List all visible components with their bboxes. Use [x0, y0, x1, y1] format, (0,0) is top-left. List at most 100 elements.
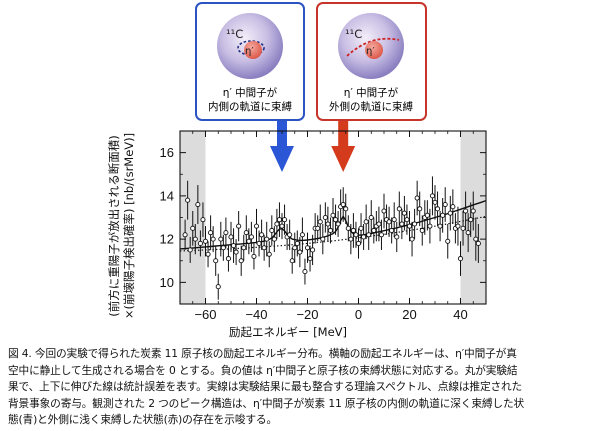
data-marker	[457, 256, 464, 262]
data-marker	[468, 217, 474, 223]
data-marker	[361, 234, 367, 240]
inner-box-line2: 内側の軌道に束縛	[208, 100, 292, 113]
data-point	[315, 215, 321, 242]
data-point	[185, 180, 191, 220]
data-marker	[264, 236, 270, 242]
data-marker	[241, 245, 247, 251]
data-marker	[297, 249, 303, 255]
data-point	[182, 219, 188, 250]
data-marker	[350, 227, 356, 234]
data-point	[401, 195, 407, 231]
data-marker	[315, 225, 321, 231]
data-marker	[391, 217, 397, 223]
data-point	[381, 193, 387, 229]
data-marker	[325, 221, 331, 227]
data-point	[223, 217, 229, 248]
data-marker	[450, 204, 456, 210]
data-marker	[317, 219, 323, 225]
data-marker	[276, 217, 283, 223]
data-point	[470, 191, 476, 231]
data-point	[427, 208, 433, 244]
data-point	[343, 193, 349, 224]
data-marker	[289, 258, 295, 264]
data-point	[429, 176, 436, 216]
data-point	[389, 217, 395, 244]
data-point	[383, 204, 390, 235]
caption-line: 空中に静止して生成される場合を 0 とする。負の値は η′中間子と原子核の束縛状…	[8, 363, 518, 377]
data-point	[378, 219, 385, 250]
data-marker	[399, 221, 405, 227]
data-marker	[223, 230, 229, 236]
data-marker	[225, 256, 231, 262]
data-marker	[210, 236, 216, 242]
data-point	[200, 202, 206, 237]
figure: ¹¹C η′ η′ 中間子が 内側の軌道に束縛 ¹¹C η′ η′ 中間子が 外…	[107, 2, 487, 339]
data-marker	[269, 227, 275, 234]
x-tick-label: −60	[194, 307, 216, 322]
y-axis-title: (前方に重陽子が放出される断面積) ×(崩壊陽子検出確率) [nb/(srMeV…	[107, 133, 136, 319]
x-tick-label: 20	[402, 307, 416, 322]
data-marker	[185, 197, 191, 203]
meson-label: η′	[245, 46, 254, 57]
data-point	[302, 258, 308, 285]
data-marker	[248, 234, 254, 240]
data-marker	[419, 227, 425, 234]
data-marker	[455, 223, 461, 229]
data-point	[233, 239, 239, 266]
data-marker	[200, 217, 206, 223]
data-point	[335, 211, 341, 237]
data-point	[437, 211, 443, 242]
caption-line: 果で、上下に伸びた線は統計誤差を表す。実線は実験結果に最も整合する理論スペクトル…	[8, 380, 523, 394]
data-marker	[475, 240, 481, 246]
axis-ticks: −60 −40 −20 0 20 40 10 12 14 16	[160, 130, 487, 322]
data-marker	[345, 225, 351, 231]
data-marker	[406, 223, 413, 229]
data-marker	[434, 206, 441, 212]
data-point	[228, 221, 234, 253]
y-axis-title-line2: ×(崩壊陽子検出確率) [nb/(srMeV)]	[122, 133, 136, 319]
data-marker	[343, 206, 349, 212]
data-point	[457, 241, 464, 276]
nucleus-label: ¹¹C	[226, 27, 243, 41]
data-marker	[266, 251, 272, 257]
x-axis-title: 励起エネルギー [MeV]	[229, 325, 347, 339]
data-point	[299, 217, 305, 253]
data-point	[248, 221, 254, 253]
data-point	[432, 185, 438, 220]
data-point	[281, 204, 288, 235]
data-marker	[228, 234, 234, 240]
data-marker	[279, 223, 285, 229]
data-point	[253, 208, 260, 244]
data-point	[210, 226, 216, 253]
data-marker	[424, 212, 430, 218]
data-marker	[251, 253, 257, 259]
data-point	[450, 189, 456, 224]
peak-arrows	[270, 121, 356, 172]
caption-line: 態(青)と外側に浅く束縛した状態(赤)の存在を示唆する。	[8, 413, 277, 427]
data-marker	[409, 236, 415, 242]
data-point	[187, 236, 193, 263]
data-point	[394, 221, 400, 253]
data-point	[279, 213, 285, 240]
data-marker	[259, 232, 265, 238]
data-marker	[389, 227, 395, 234]
data-marker	[238, 258, 244, 264]
data-point	[350, 213, 356, 248]
data-point	[225, 245, 231, 272]
data-marker	[330, 212, 336, 218]
data-point	[440, 198, 446, 233]
data-point	[317, 204, 323, 240]
data-marker	[378, 232, 385, 238]
data-point	[287, 219, 293, 250]
data-marker	[243, 230, 249, 236]
data-point	[230, 228, 237, 263]
data-marker	[281, 217, 288, 223]
data-marker	[220, 245, 226, 251]
data-marker	[447, 210, 453, 216]
x-tick-label: −20	[296, 307, 318, 322]
caption-line: 図 4. 今回の実験で得られた炭素 11 原子核の励起エネルギー分布。横軸の励起…	[8, 347, 517, 360]
outer-box-line1: η′ 中間子が	[344, 86, 399, 99]
data-marker	[322, 214, 328, 221]
data-marker	[366, 232, 372, 238]
x-tick-label: 40	[453, 307, 467, 322]
